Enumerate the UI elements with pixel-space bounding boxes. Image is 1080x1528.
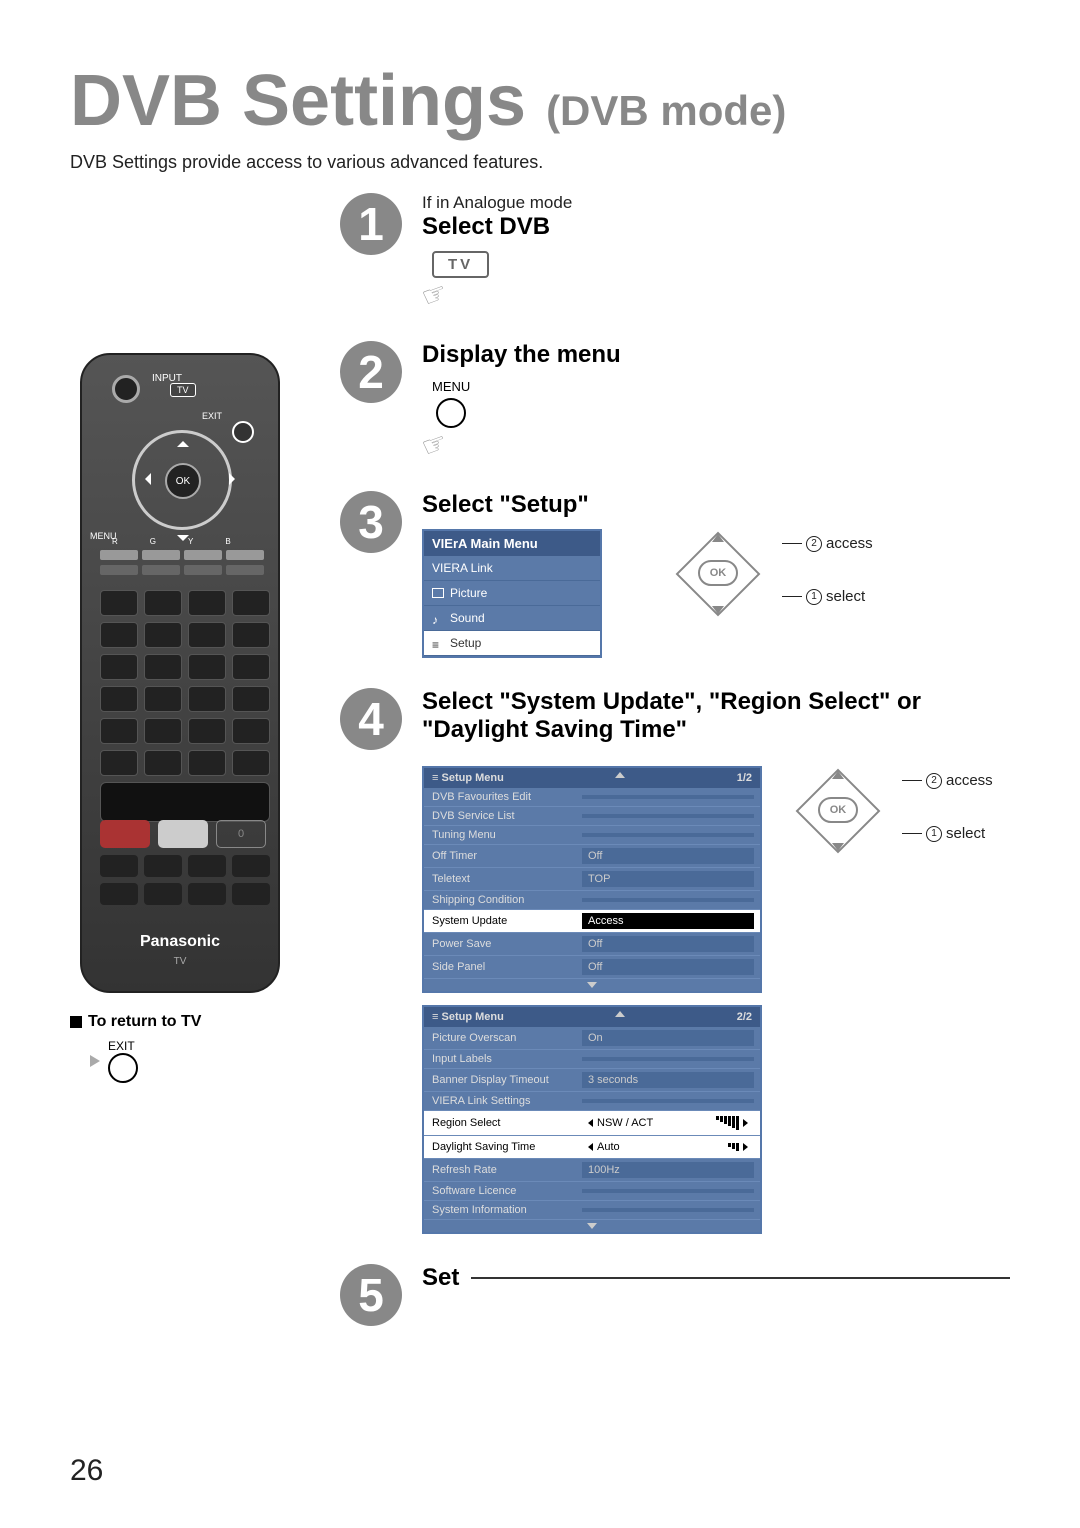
setup-menu-row: Picture OverscanOn xyxy=(424,1027,760,1050)
setup-menu-row: System UpdateAccess xyxy=(424,910,760,933)
page-title: DVB Settings (DVB mode) xyxy=(70,60,1010,142)
setup-menu-row: Power SaveOff xyxy=(424,933,760,956)
arrow-right-icon xyxy=(90,1055,100,1067)
step-2-number: 2 xyxy=(340,341,402,403)
setup-menu-row: Refresh Rate100Hz xyxy=(424,1159,760,1182)
title-sub: (DVB mode) xyxy=(546,87,786,134)
menu-button-icon xyxy=(436,398,466,428)
power-button-icon xyxy=(112,375,140,403)
ok-icon: OK xyxy=(698,560,738,586)
menu-item-picture: Picture xyxy=(424,581,600,606)
intro-text: DVB Settings provide access to various a… xyxy=(70,152,1010,173)
setup-menu-row: VIERA Link Settings xyxy=(424,1092,760,1111)
menu-button-label: MENU xyxy=(432,379,470,394)
setup-menu-2: ≡ Setup Menu2/2 Picture OverscanOnInput … xyxy=(422,1005,762,1234)
step-3-number: 3 xyxy=(340,491,402,553)
step-3-title: Select "Setup" xyxy=(422,491,1010,519)
step-1-pre: If in Analogue mode xyxy=(422,193,1010,213)
setup-menu-row: Shipping Condition xyxy=(424,891,760,910)
exit-circle-icon xyxy=(108,1053,138,1083)
menu-item-sound: ♪Sound xyxy=(424,606,600,631)
nav-num-2: 2 xyxy=(926,773,942,789)
ok-icon: OK xyxy=(818,797,858,823)
step-2-title: Display the menu xyxy=(422,341,1010,369)
button-row-icon xyxy=(100,565,264,575)
setup-menu-row: Region Select NSW / ACT xyxy=(424,1111,760,1136)
ok-button-icon: OK xyxy=(165,463,201,499)
menu-item-setup: ≡Setup xyxy=(424,631,600,656)
button-grid-icon xyxy=(100,590,270,822)
main-menu-graphic: VIErA Main Menu VIERA Link Picture ♪Soun… xyxy=(422,529,602,658)
nav-num-2: 2 xyxy=(806,536,822,552)
setup-menu-1: ≡ Setup Menu1/2 DVB Favourites EditDVB S… xyxy=(422,766,762,993)
brand-sub-label: TV xyxy=(82,956,278,967)
setup-menu-row: Off TimerOff xyxy=(424,845,760,868)
zero-button-icon: 0 xyxy=(216,820,266,848)
return-label: To return to TV xyxy=(88,1013,201,1030)
color-button-labels: RG YB xyxy=(112,537,231,546)
nav-num-1: 1 xyxy=(806,589,822,605)
setup-menu-row: Side PanelOff xyxy=(424,956,760,979)
step-2: 2 Display the menu MENU ☞ xyxy=(340,341,1010,461)
step-4-number: 4 xyxy=(340,688,402,750)
step-1-number: 1 xyxy=(340,193,402,255)
nav-pad-icon: OK xyxy=(662,530,772,610)
page-number: 26 xyxy=(70,1454,103,1488)
nav-select-label: select xyxy=(946,825,985,842)
brand-label: Panasonic xyxy=(82,933,278,951)
lower-grid-icon xyxy=(100,855,270,905)
menu-item-vieralink: VIERA Link xyxy=(424,556,600,581)
step-1: 1 If in Analogue mode Select DVB TV ☞ xyxy=(340,193,1010,311)
nav-access-label: access xyxy=(826,535,873,552)
step-4-title: Select "System Update", "Region Select" … xyxy=(422,688,1010,744)
main-menu-header: VIErA Main Menu xyxy=(424,531,600,556)
nav-pad-icon: OK xyxy=(782,767,892,847)
step-4: 4 Select "System Update", "Region Select… xyxy=(340,688,1010,1234)
hand-pointer-icon: ☞ xyxy=(417,275,452,315)
step-5: 5 Set xyxy=(340,1264,1010,1326)
color-buttons-icon xyxy=(100,550,264,560)
hand-pointer-icon: ☞ xyxy=(417,425,452,465)
divider-line xyxy=(471,1277,1010,1279)
step-5-number: 5 xyxy=(340,1264,402,1326)
setup-menu-row: DVB Service List xyxy=(424,807,760,826)
return-to-tv-note: To return to TV EXIT xyxy=(70,1013,310,1083)
remote-illustration: INPUT TV EXIT OK MENU RG YB xyxy=(80,353,280,993)
step-5-title: Set xyxy=(422,1264,459,1292)
setup-menu-row: Software Licence xyxy=(424,1182,760,1201)
setup-menu-row: TeletextTOP xyxy=(424,868,760,891)
title-main: DVB Settings xyxy=(70,61,526,141)
setup-menu-row: Tuning Menu xyxy=(424,826,760,845)
dpad-icon: OK xyxy=(117,415,247,545)
setup-menu-row: System Information xyxy=(424,1201,760,1220)
nav-num-1: 1 xyxy=(926,826,942,842)
step-1-title: Select DVB xyxy=(422,213,1010,241)
step-3: 3 Select "Setup" VIErA Main Menu VIERA L… xyxy=(340,491,1010,658)
setup-menu-row: DVB Favourites Edit xyxy=(424,788,760,807)
tv-button-icon: TV xyxy=(170,383,196,397)
setup-menu-row: Banner Display Timeout3 seconds xyxy=(424,1069,760,1092)
nav-select-label: select xyxy=(826,588,865,605)
exit-text: EXIT xyxy=(108,1039,138,1053)
setup-menu-row: Input Labels xyxy=(424,1050,760,1069)
nav-access-label: access xyxy=(946,772,993,789)
setup-menu-row: Daylight Saving Time Auto xyxy=(424,1136,760,1159)
bottom-button-row: 0 xyxy=(100,820,266,848)
